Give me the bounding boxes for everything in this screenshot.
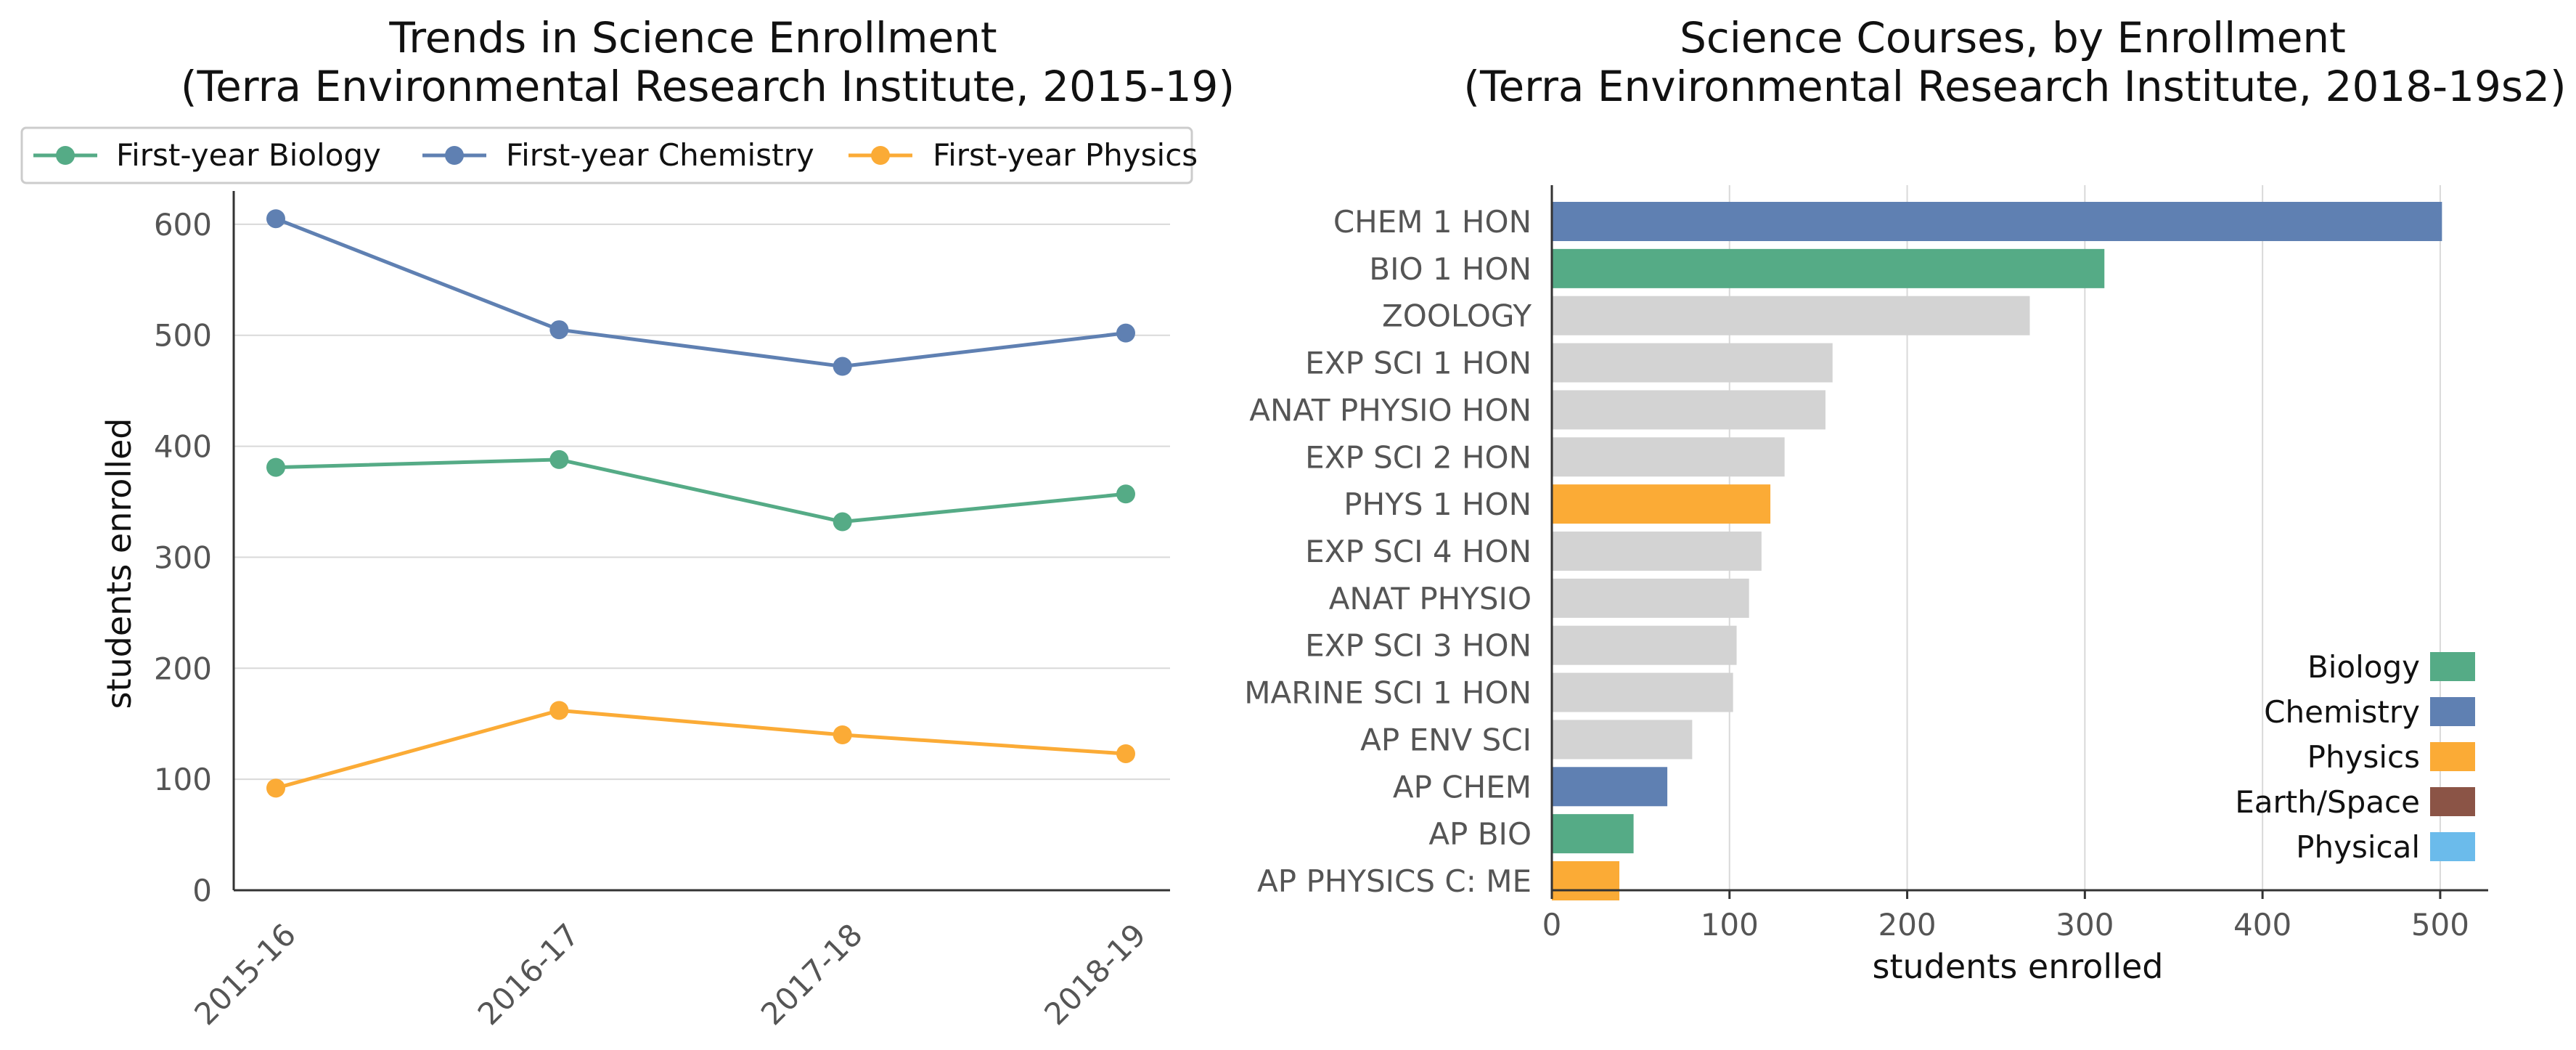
legend-physics-marker <box>871 146 890 165</box>
legend-chemistry-marker <box>445 146 464 165</box>
category-label-bio-1-hon: BIO 1 HON <box>1369 251 1532 287</box>
y-tick-label-600: 600 <box>154 207 212 243</box>
bar-exp-sci-3-hon <box>1552 625 1737 665</box>
data-point-biology-2015-16 <box>266 457 285 477</box>
series-line-physics <box>275 708 1127 790</box>
x-tick-label-100: 100 <box>1701 907 1759 943</box>
data-point-biology-2017-18 <box>833 512 852 532</box>
bar-chem-1-hon <box>1552 202 2442 241</box>
category-label-ap-chem: AP CHEM <box>1393 769 1532 805</box>
data-point-biology-2018-19 <box>1116 484 1135 504</box>
bar-anat-physio-hon <box>1552 390 1825 430</box>
data-point-chemistry-2015-16 <box>266 209 285 229</box>
x-tick-label-200: 200 <box>1878 907 1936 943</box>
y-tick-label-500: 500 <box>154 318 212 354</box>
category-label-chem-1-hon: CHEM 1 HON <box>1333 204 1532 240</box>
y-tick-label-0: 0 <box>192 873 212 908</box>
bar-chart-title-line-1: Science Courses, by Enrollment <box>1680 13 2346 62</box>
category-label-exp-sci-4-hon: EXP SCI 4 HON <box>1305 534 1532 569</box>
bar-phys-1-hon <box>1552 484 1771 524</box>
bar-ap-chem <box>1552 767 1668 807</box>
x-tick-label-300: 300 <box>2056 907 2114 943</box>
data-point-physics-2018-19 <box>1116 744 1135 763</box>
category-label-anat-physio-hon: ANAT PHYSIO HON <box>1249 392 1532 428</box>
data-point-chemistry-2016-17 <box>549 320 569 340</box>
bar-chart-title-line-2: (Terra Environmental Research Institute,… <box>1463 62 2566 111</box>
legend-physics-swatch <box>2430 742 2475 771</box>
data-point-biology-2016-17 <box>549 449 569 469</box>
bar-exp-sci-4-hon <box>1552 532 1762 571</box>
y-tick-label-100: 100 <box>154 762 212 797</box>
series-line-biology <box>275 457 1127 524</box>
category-label-exp-sci-3-hon: EXP SCI 3 HON <box>1305 628 1532 664</box>
bar-chart-plot-area: CHEM 1 HON BIO 1 HON ZOOLOGY EXP SCI 1 HON A… <box>1244 185 2488 943</box>
data-point-chemistry-2018-19 <box>1116 323 1135 343</box>
category-label-anat-physio: ANAT PHYSIO <box>1329 581 1532 616</box>
category-label-ap-bio: AP BIO <box>1428 816 1532 852</box>
bar-ap-bio <box>1552 814 1634 854</box>
legend-earth-space-swatch <box>2430 787 2475 816</box>
bar-ap-env-sci <box>1552 720 1693 760</box>
data-point-physics-2015-16 <box>266 778 285 798</box>
legend-earth-space-label: Earth/Space <box>2235 784 2420 820</box>
line-chart-title-line-2: (Terra Environmental Research Institute,… <box>181 62 1235 111</box>
legend-biology-label: Biology <box>2307 649 2420 685</box>
category-label-exp-sci-1-hon: EXP SCI 1 HON <box>1305 346 1532 381</box>
data-point-physics-2016-17 <box>549 701 569 720</box>
category-label-marine-sci-1-hon: MARINE SCI 1 HON <box>1244 675 1532 711</box>
legend-physical-swatch <box>2430 832 2475 861</box>
category-label-exp-sci-2-hon: EXP SCI 2 HON <box>1305 439 1532 475</box>
bar-anat-physio <box>1552 578 1749 618</box>
bar-marine-sci-1-hon <box>1552 672 1733 712</box>
data-point-physics-2017-18 <box>833 725 852 744</box>
y-tick-label-400: 400 <box>154 429 212 465</box>
x-tick-label-400: 400 <box>2233 907 2291 943</box>
courses-by-enrollment-bar-chart: Science Courses, by Enrollment (Terra En… <box>1244 13 2566 986</box>
line-chart-y-axis-label: students enrolled <box>99 418 139 709</box>
bar-zoology <box>1552 296 2030 335</box>
legend-chemistry-label: First-year Chemistry <box>506 137 814 173</box>
category-label-ap-physics-c-me: AP PHYSICS C: ME <box>1257 863 1532 899</box>
legend-biology-swatch <box>2430 652 2475 681</box>
y-tick-label-200: 200 <box>154 651 212 686</box>
bar-exp-sci-2-hon <box>1552 437 1785 477</box>
series-line-chemistry <box>275 216 1127 369</box>
bar-exp-sci-1-hon <box>1552 343 1833 383</box>
legend-biology-marker <box>56 146 75 165</box>
line-chart-legend-frame <box>20 126 1193 184</box>
data-point-chemistry-2017-18 <box>833 357 852 376</box>
line-chart-legend: First-year Biology First-year Chemistry … <box>20 126 1198 184</box>
legend-biology-label: First-year Biology <box>116 137 381 173</box>
category-label-ap-env-sci: AP ENV SCI <box>1360 722 1532 757</box>
legend-physical-label: Physical <box>2296 829 2420 865</box>
bar-ap-physics-c-me <box>1552 861 1620 900</box>
x-tick-label-500: 500 <box>2411 907 2469 943</box>
legend-chemistry-label: Chemistry <box>2264 694 2420 730</box>
bar-chart-legend: Biology Chemistry Physics Earth/Space Physic… <box>2235 649 2475 865</box>
category-label-zoology: ZOOLOGY <box>1382 298 1532 334</box>
y-tick-label-300: 300 <box>154 540 212 575</box>
legend-physics-label: First-year Physics <box>933 137 1198 173</box>
line-chart-title-line-1: Trends in Science Enrollment <box>388 13 997 62</box>
bar-bio-1-hon <box>1552 248 2105 288</box>
legend-physics-label: Physics <box>2307 739 2420 775</box>
category-label-phys-1-hon: PHYS 1 HON <box>1344 487 1532 522</box>
bar-chart-x-axis-label: students enrolled <box>1873 947 2164 986</box>
legend-chemistry-swatch <box>2430 697 2475 726</box>
x-tick-label-0: 0 <box>1542 907 1562 943</box>
